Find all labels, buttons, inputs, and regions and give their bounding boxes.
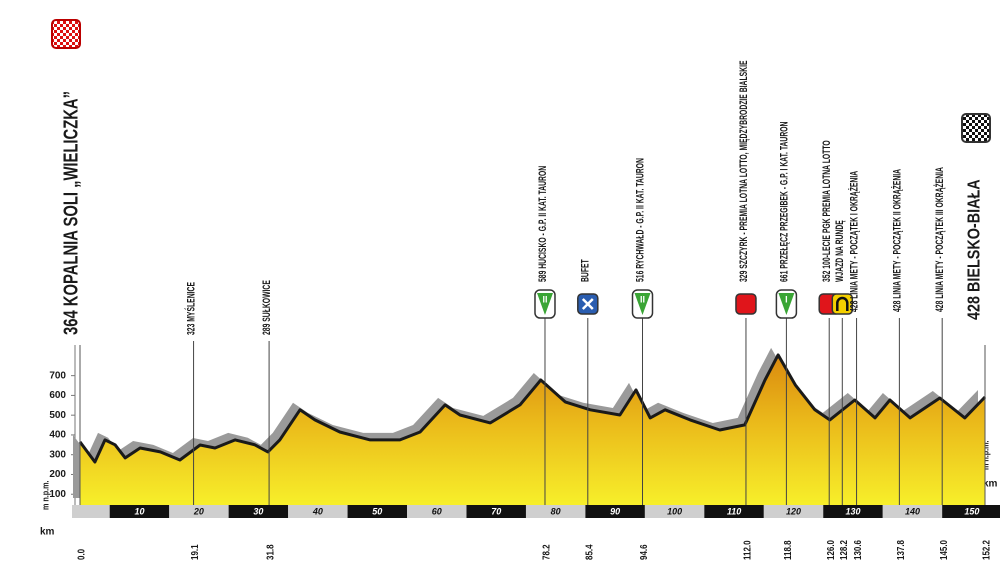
y-axis-label: m n.p.m. [981,440,991,470]
climb-icon [778,293,795,315]
km-tick-label: 10 [134,506,144,516]
km-segment [288,505,348,518]
waypoint-label: 661 PRZEŁĘCZ PRZEGIBEK - G.P. I KAT. TAU… [778,122,790,282]
km-segment [347,505,408,518]
km-tick-label: 100 [667,506,682,516]
km-label: 130.6 [852,540,863,560]
km-label: 94.6 [638,544,649,560]
waypoint-label: 428 LINIA METY - POCZĄTEK III OKRĄŻENIA [933,167,945,312]
x-axis-label: km [40,527,55,538]
climb-icon [634,293,651,315]
profile-line [78,353,987,464]
km-segment [823,505,883,518]
waypoint-label: 323 MYŚLENICE [184,282,197,335]
km-segment [228,505,289,518]
y-tick-label: 100 [49,489,66,500]
profile-area [80,354,985,505]
km-segment [169,505,229,518]
finish-flag [961,113,991,143]
km-tick-label: 130 [845,506,860,516]
y-tick-label: 300 [49,449,66,460]
start-label: 364 KOPALNIA SOLI „WIELICZKA” [59,91,82,335]
km-segment [466,505,526,518]
climb-category: II [542,294,547,304]
km-tick-label: 120 [786,506,801,516]
km-tick-label: 50 [372,506,382,516]
km-tick-label: 60 [432,506,442,516]
km-label: 0.0 [76,549,87,560]
waypoint-label: 428 LINIA METY - POCZĄTEK II OKRĄŻENIA [891,169,903,312]
km-label: 152.2 [981,540,992,560]
km-segment [525,505,586,518]
km-segment [882,505,943,518]
km-label: 85.4 [584,544,595,560]
km-tick-label: 20 [193,506,204,516]
km-segment [704,505,764,518]
waypoint-label: WJAZD NA RUNDĘ [834,220,846,282]
waypoint-label: 289 SUŁKOWICE [260,280,272,335]
waypoint-label: 516 RYCHWAŁD - G.P. II KAT. TAURON [634,158,646,282]
km-segment [109,505,170,518]
km-label: 145.0 [938,540,949,560]
waypoint-label: BUFET [579,259,591,282]
km-segment [942,505,1000,518]
km-tick-label: 140 [905,506,920,516]
km-label: 118.8 [782,540,793,560]
waypoint-label: 352 100-LECIE PGK PREMIA LOTNA LOTTO [821,140,833,282]
waypoint-label: 589 HUCISKO - G.P. II KAT. TAURON [536,166,548,282]
km-segment [763,505,824,518]
sprint-icon [735,293,757,315]
climb-icon [536,293,553,315]
y-tick-label: 200 [49,469,66,480]
km-segment [644,505,705,518]
circuit-arch [836,296,849,311]
km-label: 19.1 [189,544,200,560]
km-tick-label: 150 [964,506,979,516]
km-segment [407,505,467,518]
km-segment [585,505,645,518]
km-label: 31.8 [265,544,276,560]
y-tick-label: 500 [49,410,66,421]
finish-label: 428 BIELSKO-BIAŁA [964,179,984,320]
km-label: 128.2 [838,540,849,560]
x-axis-label: km [983,479,998,490]
climb-category: I [785,294,788,304]
km-tick-label: 70 [491,506,501,516]
km-label: 112.0 [742,540,753,560]
y-tick-label: 600 [49,390,66,401]
feed-cross [581,298,594,310]
km-tick-label: 40 [312,506,323,516]
km-label: 126.0 [825,540,836,560]
km-tick-label: 80 [551,506,561,516]
waypoint-label: 428 LINIA METY - POCZĄTEK I OKRĄŻENIA [848,171,860,312]
km-label: 137.8 [895,540,906,560]
km-tick-label: 110 [727,506,741,516]
waypoint-label: 329 SZCZYRK - PREMIA LOTNA LOTTO, MIĘDZY… [737,60,749,282]
km-label: 78.2 [541,544,552,560]
km-tick-label: 30 [253,506,263,516]
climb-category: II [640,294,645,304]
y-tick-label: 400 [49,430,66,441]
y-axis-label: m n.p.m. [41,480,51,510]
km-tick-label: 90 [610,506,620,516]
start-flag [51,19,81,49]
y-tick-label: 700 [49,370,66,381]
